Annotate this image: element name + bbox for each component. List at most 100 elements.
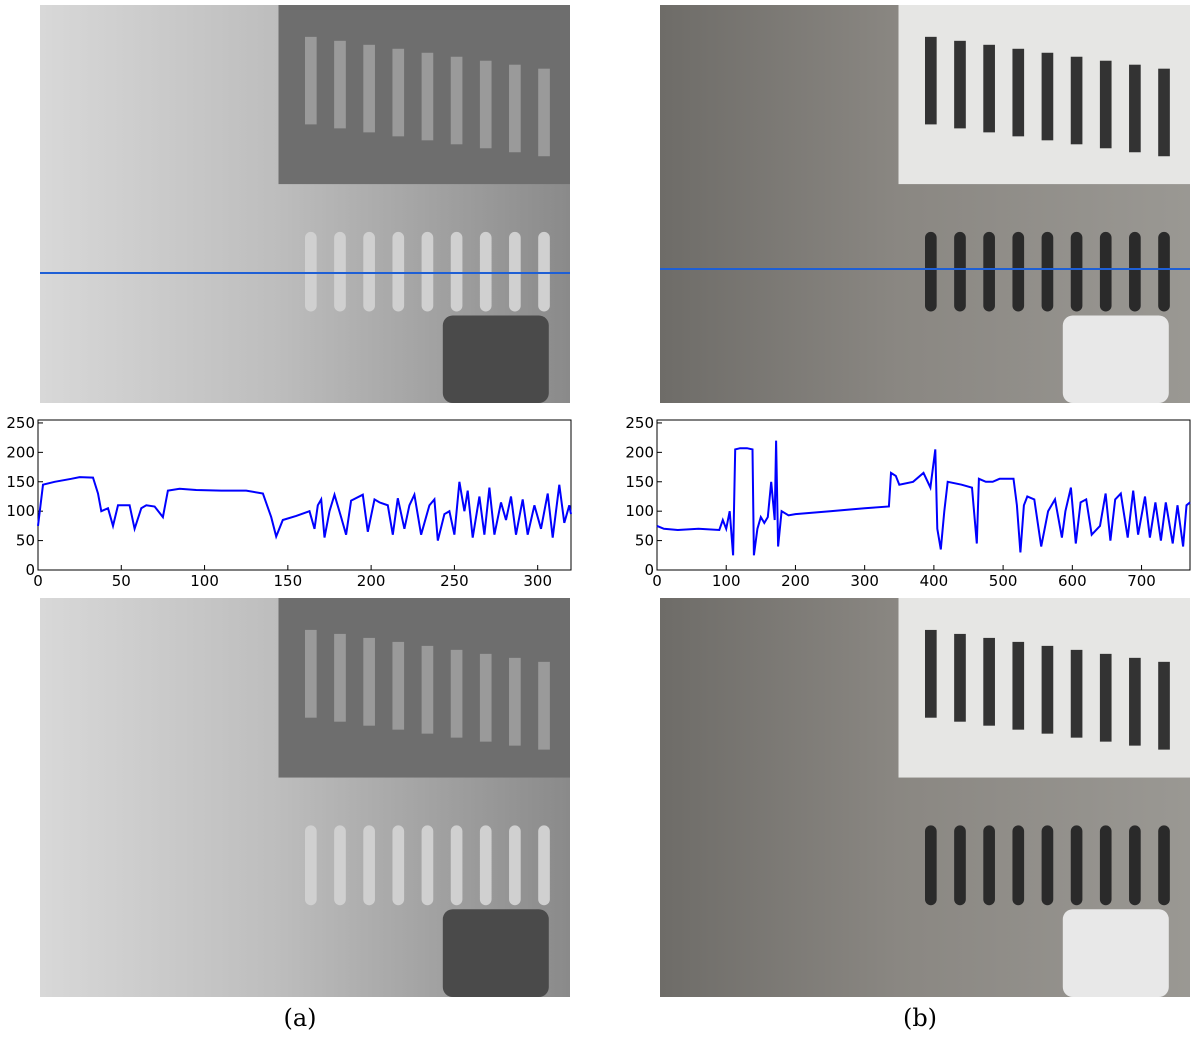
window: [1071, 57, 1083, 145]
arch-window: [509, 825, 521, 905]
y-tick-label: 250: [6, 414, 35, 432]
y-tick-label: 250: [625, 414, 654, 432]
arch-window: [1071, 232, 1083, 312]
x-tick-label: 100: [712, 572, 741, 590]
window: [1100, 654, 1112, 742]
arch-window: [480, 232, 492, 312]
window: [1158, 69, 1170, 157]
window: [538, 69, 550, 157]
window: [1129, 65, 1141, 153]
arch-window: [954, 232, 966, 312]
window: [983, 45, 995, 133]
window: [334, 634, 346, 722]
x-tick-label: 400: [920, 572, 949, 590]
x-tick-label: 0: [652, 572, 662, 590]
x-tick-label: 150: [274, 572, 303, 590]
arch-window: [983, 232, 995, 312]
window: [392, 642, 404, 730]
window: [954, 41, 966, 129]
x-tick-label: 100: [190, 572, 219, 590]
window: [954, 634, 966, 722]
window: [1012, 642, 1024, 730]
arch-window: [1158, 825, 1170, 905]
arch-window: [363, 825, 375, 905]
window: [1042, 53, 1054, 141]
y-tick-label: 100: [6, 502, 35, 520]
window: [925, 37, 937, 125]
arch-window: [538, 825, 550, 905]
window: [480, 61, 492, 149]
x-tick-label: 500: [989, 572, 1018, 590]
y-tick-label: 200: [6, 443, 35, 461]
arch-window: [1042, 232, 1054, 312]
window: [334, 41, 346, 129]
arch-window: [305, 825, 317, 905]
arch-window: [983, 825, 995, 905]
window: [363, 638, 375, 726]
window: [1012, 49, 1024, 137]
arch-window: [451, 825, 463, 905]
window: [305, 630, 317, 718]
x-tick-label: 200: [357, 572, 386, 590]
photo: [40, 5, 570, 403]
x-tick-label: 600: [1058, 572, 1087, 590]
arch-window: [422, 825, 434, 905]
x-tick-label: 0: [33, 572, 43, 590]
window: [305, 37, 317, 125]
window: [451, 650, 463, 738]
arch-window: [1100, 232, 1112, 312]
window: [1129, 658, 1141, 746]
x-tick-label: 300: [850, 572, 879, 590]
window: [925, 630, 937, 718]
y-tick-label: 50: [635, 532, 654, 550]
x-tick-label: 700: [1127, 572, 1156, 590]
window: [509, 65, 521, 153]
vehicle: [443, 315, 549, 403]
plot-frame: [657, 420, 1190, 570]
arch-window: [451, 232, 463, 312]
window: [451, 57, 463, 145]
arch-window: [954, 825, 966, 905]
arch-window: [334, 232, 346, 312]
arch-window: [1100, 825, 1112, 905]
x-tick-label: 50: [112, 572, 131, 590]
vehicle: [1063, 315, 1169, 403]
window: [1071, 650, 1083, 738]
arch-window: [392, 232, 404, 312]
x-tick-label: 200: [781, 572, 810, 590]
y-tick-label: 50: [16, 532, 35, 550]
caption: (b): [903, 1004, 937, 1032]
window: [509, 658, 521, 746]
window: [1158, 662, 1170, 750]
x-tick-label: 250: [440, 572, 469, 590]
arch-window: [1158, 232, 1170, 312]
window: [1100, 61, 1112, 149]
window: [983, 638, 995, 726]
arch-window: [1129, 232, 1141, 312]
arch-window: [1129, 825, 1141, 905]
arch-window: [1012, 232, 1024, 312]
y-tick-label: 150: [6, 473, 35, 491]
arch-window: [538, 232, 550, 312]
window: [480, 654, 492, 742]
vehicle: [1063, 909, 1169, 997]
window: [363, 45, 375, 133]
window: [1042, 646, 1054, 734]
window: [422, 646, 434, 734]
arch-window: [509, 232, 521, 312]
arch-window: [1012, 825, 1024, 905]
photo: [40, 598, 570, 997]
arch-window: [392, 825, 404, 905]
arch-window: [480, 825, 492, 905]
arch-window: [422, 232, 434, 312]
arch-window: [925, 232, 937, 312]
x-tick-label: 300: [523, 572, 552, 590]
arch-window: [925, 825, 937, 905]
figure: 0501001502002500501001502002503000501001…: [0, 0, 1191, 1041]
window: [422, 53, 434, 141]
arch-window: [305, 232, 317, 312]
y-tick-label: 100: [625, 502, 654, 520]
window: [392, 49, 404, 137]
arch-window: [363, 232, 375, 312]
